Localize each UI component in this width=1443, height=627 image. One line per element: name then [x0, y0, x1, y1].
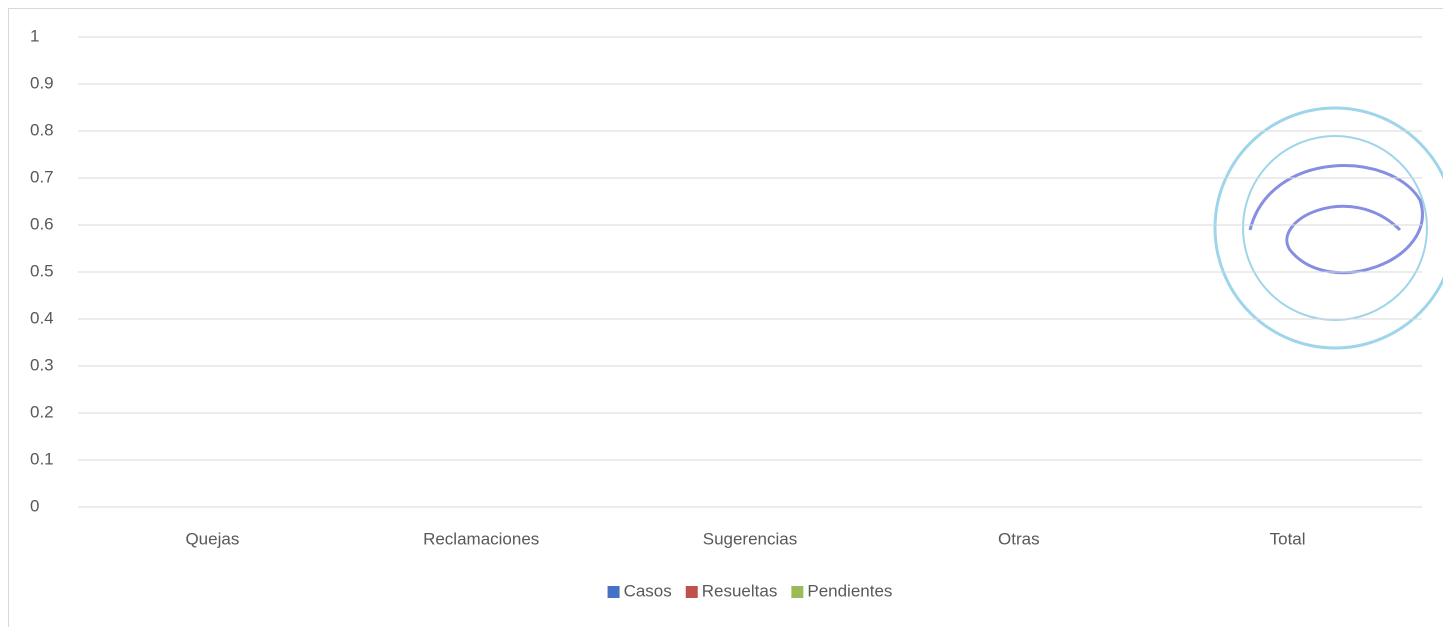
- y-tick-label: 0.5: [30, 261, 54, 280]
- y-tick-label: 0.4: [30, 308, 54, 327]
- y-tick-label: 0.3: [30, 355, 54, 374]
- stamp: [1213, 106, 1443, 350]
- legend-label: Resueltas: [702, 581, 778, 600]
- y-tick-label: 0.6: [30, 214, 54, 233]
- y-tick-label: 0.8: [30, 120, 54, 139]
- y-tick-label: 0.1: [30, 449, 54, 468]
- x-tick-label: Reclamaciones: [423, 529, 539, 548]
- legend-swatch: [607, 586, 620, 598]
- legend-label: Casos: [624, 581, 672, 600]
- y-tick-label: 1: [30, 26, 39, 45]
- x-tick-label: Otras: [998, 529, 1040, 548]
- y-tick-label: 0: [30, 496, 39, 515]
- chart-border: [8, 8, 1443, 627]
- x-tick-label: Total: [1270, 529, 1306, 548]
- legend-label: Pendientes: [807, 581, 892, 600]
- legend-swatch: [685, 586, 698, 598]
- x-tick-label: Sugerencias: [703, 529, 798, 548]
- y-tick-label: 0.2: [30, 402, 54, 421]
- x-tick-label: Quejas: [185, 529, 239, 548]
- y-tick-label: 0.9: [30, 73, 54, 92]
- y-tick-label: 0.7: [30, 167, 54, 186]
- legend-swatch: [791, 586, 804, 598]
